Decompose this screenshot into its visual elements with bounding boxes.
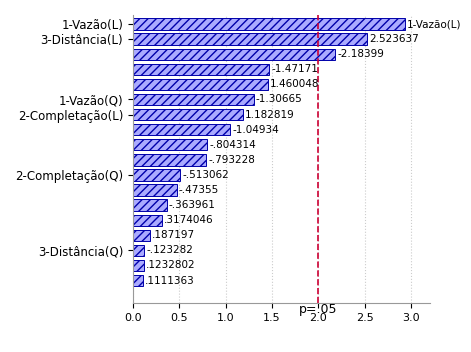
Bar xyxy=(133,200,167,211)
Bar xyxy=(133,275,143,286)
Bar xyxy=(133,64,269,75)
Bar xyxy=(133,109,243,120)
Text: -1.04934: -1.04934 xyxy=(232,125,279,135)
Bar xyxy=(133,94,254,105)
Text: -.123282: -.123282 xyxy=(146,245,193,256)
Text: -1.47171: -1.47171 xyxy=(271,64,318,74)
Text: 1-Vazão(L): 1-Vazão(L) xyxy=(407,19,461,29)
Text: -.363961: -.363961 xyxy=(169,200,215,210)
Text: 2.523637: 2.523637 xyxy=(369,34,419,44)
Bar xyxy=(133,169,180,181)
Text: .1232802: .1232802 xyxy=(146,260,196,270)
Text: .187197: .187197 xyxy=(152,230,195,240)
Bar xyxy=(133,18,405,30)
Bar xyxy=(133,184,177,196)
Text: -.513062: -.513062 xyxy=(182,170,229,180)
Text: .1111363: .1111363 xyxy=(145,276,195,285)
Text: .3174046: .3174046 xyxy=(164,215,214,225)
Bar xyxy=(133,139,207,150)
Bar xyxy=(133,33,367,45)
Text: -.793228: -.793228 xyxy=(208,155,255,165)
Text: -.804314: -.804314 xyxy=(209,140,256,150)
Bar xyxy=(133,230,150,241)
Text: p=.05: p=.05 xyxy=(299,303,338,316)
Bar xyxy=(133,124,230,135)
Text: -1.30665: -1.30665 xyxy=(256,94,303,105)
Text: -2.18399: -2.18399 xyxy=(337,49,384,59)
Bar xyxy=(133,154,206,165)
Text: 1.460048: 1.460048 xyxy=(270,80,320,89)
Text: -.47355: -.47355 xyxy=(179,185,219,195)
Bar xyxy=(133,260,144,271)
Bar xyxy=(133,245,144,256)
Bar xyxy=(133,79,268,90)
Bar xyxy=(133,215,162,226)
Text: 1.182819: 1.182819 xyxy=(244,109,294,120)
Bar xyxy=(133,49,335,60)
